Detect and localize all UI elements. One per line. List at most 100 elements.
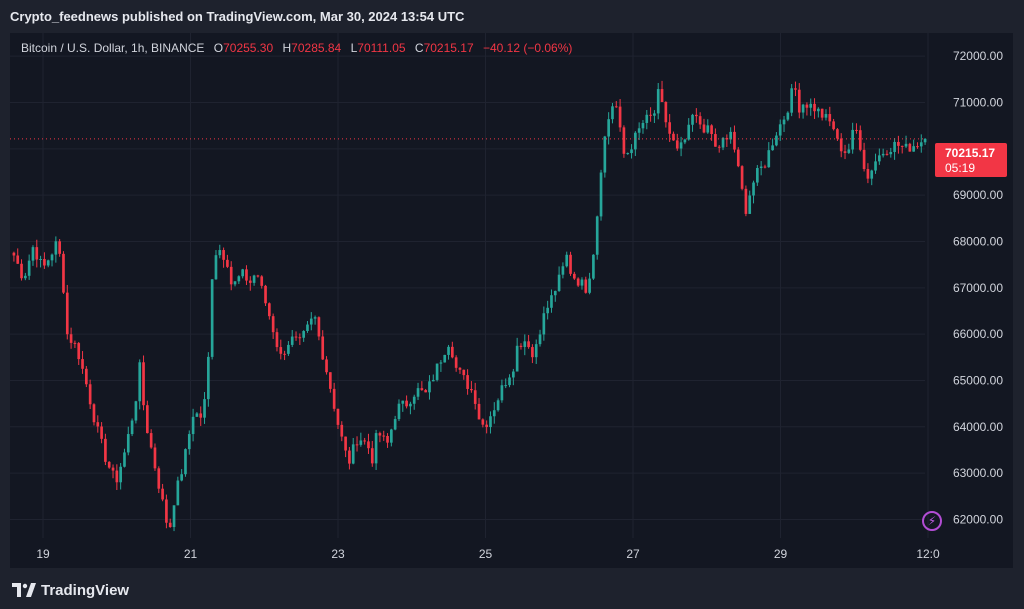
candle-body [142, 362, 145, 406]
candle [451, 341, 454, 359]
chart-panel[interactable]: 62000.00 63000.00 64000.00 65000.00 66000.00… [10, 33, 1013, 568]
candle-body [283, 353, 286, 355]
candle-body [317, 317, 321, 337]
candle-body [691, 114, 694, 125]
candle [397, 399, 401, 422]
candle-body [527, 341, 530, 348]
candle-body [393, 419, 397, 430]
candle-body [580, 279, 584, 286]
candle-body [355, 444, 359, 446]
candle [504, 378, 508, 389]
lightning-icon[interactable]: ⚡ [922, 511, 942, 531]
candle-body [439, 362, 443, 364]
candle-body [630, 149, 633, 154]
candle [702, 118, 706, 134]
candle-body [839, 138, 843, 152]
candle-body [54, 241, 58, 255]
candle [492, 402, 496, 424]
candle [611, 102, 614, 124]
candle-body [233, 281, 237, 285]
candle-body [16, 255, 20, 264]
candle-body [466, 375, 469, 389]
tradingview-brand[interactable]: TradingView [12, 580, 129, 600]
symbol-label[interactable]: Bitcoin / U.S. Dollar, 1h, BINANCE [21, 41, 205, 55]
candle [828, 106, 832, 127]
candle-body [626, 153, 630, 155]
candle-body [847, 149, 851, 153]
candle-body [24, 275, 27, 279]
candle [115, 464, 119, 490]
candle [523, 334, 527, 356]
time-axis: 19 21 23 25 27 29 12:0 [36, 547, 940, 561]
candle [226, 254, 229, 269]
price-tick-label: 64000.00 [953, 420, 1003, 434]
candle [370, 440, 374, 467]
candle-body [43, 259, 46, 266]
candle [653, 110, 656, 124]
time-tick-label: 21 [184, 547, 198, 561]
candle-body [683, 139, 687, 143]
candle [111, 464, 115, 479]
candle [725, 134, 729, 147]
candle [287, 341, 290, 356]
candle-body [428, 381, 431, 393]
candle [420, 381, 424, 391]
candle [557, 266, 561, 292]
candle-body [126, 434, 130, 453]
candle-body [176, 480, 180, 506]
candle-body [599, 172, 603, 217]
candle-body [298, 337, 302, 339]
candle [714, 128, 717, 147]
candle-body [592, 254, 595, 279]
publisher-caption: Crypto_feednews published on TradingView… [10, 9, 465, 24]
candle [187, 430, 191, 455]
candle-body [123, 452, 126, 467]
candle-body [660, 89, 664, 102]
candle-body [904, 143, 908, 147]
candle-body [542, 313, 546, 335]
candle-body [58, 241, 61, 254]
candle-body [390, 429, 393, 443]
candle [130, 418, 134, 437]
candle [912, 139, 915, 152]
candle-body [153, 447, 157, 469]
candle [847, 143, 851, 155]
candle-body [843, 151, 847, 153]
candle-body [306, 324, 309, 332]
candle-body [675, 140, 679, 149]
candlestick-chart[interactable]: 62000.00 63000.00 64000.00 65000.00 66000.00… [10, 33, 1013, 568]
candle [576, 277, 580, 287]
candle [809, 98, 813, 116]
candle-body [470, 388, 473, 391]
candle [496, 398, 500, 412]
candle [695, 108, 698, 123]
candle [290, 330, 294, 348]
candle [454, 355, 458, 372]
candle [401, 400, 405, 412]
candle [534, 339, 538, 364]
candle-body [184, 449, 187, 475]
candle-body [679, 142, 683, 149]
candle [691, 113, 694, 132]
candle [881, 148, 885, 158]
price-tick-label: 62000.00 [953, 512, 1003, 526]
candle-body [584, 279, 588, 293]
price-tick-label: 63000.00 [953, 466, 1003, 480]
candle [870, 169, 874, 186]
candle-body [256, 275, 260, 277]
candle [599, 169, 603, 221]
candle-body [168, 522, 172, 528]
candle [313, 315, 317, 325]
candle [218, 244, 222, 259]
candle-body [180, 474, 183, 481]
candle [20, 259, 23, 281]
candle-body [271, 316, 275, 333]
candle [92, 403, 96, 426]
candle [565, 251, 569, 268]
candle-body [302, 331, 305, 338]
candle-body [813, 103, 816, 112]
candle [146, 400, 149, 434]
candle [58, 239, 61, 257]
candle [348, 446, 351, 470]
candle-body [546, 307, 549, 314]
